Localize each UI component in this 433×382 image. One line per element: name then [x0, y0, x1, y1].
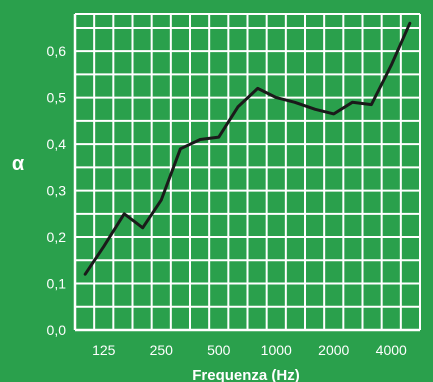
y-tick-label: 0,4 [47, 136, 67, 152]
y-tick-label: 0,0 [47, 322, 67, 338]
series-line [83, 21, 412, 276]
y-axis-label: α [12, 153, 25, 175]
y-tick-label: 0,6 [47, 43, 67, 59]
y-tick-label: 0,1 [47, 276, 67, 292]
x-tick-label: 2000 [318, 342, 349, 358]
x-tick-label: 1000 [261, 342, 292, 358]
y-tick-labels: 0,0 0,1 0,2 0,3 0,4 0,5 0,6 [47, 43, 67, 338]
x-tick-label: 500 [207, 342, 231, 358]
grid [73, 13, 421, 332]
y-tick-label: 0,5 [47, 90, 67, 106]
x-tick-label: 250 [150, 342, 174, 358]
x-tick-label: 125 [92, 342, 116, 358]
y-tick-label: 0,3 [47, 183, 67, 199]
x-tick-label: 4000 [376, 342, 407, 358]
x-tick-labels: 125 250 500 1000 2000 4000 [92, 342, 407, 358]
y-tick-label: 0,2 [47, 229, 67, 245]
x-axis-label: Frequenza (Hz) [192, 367, 300, 382]
